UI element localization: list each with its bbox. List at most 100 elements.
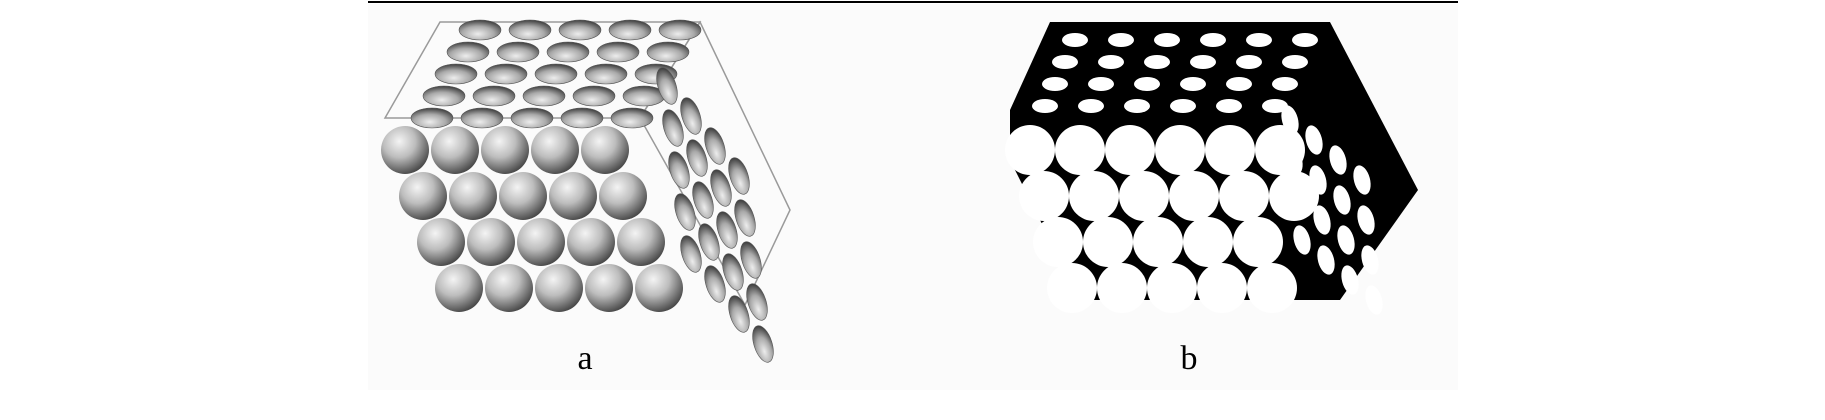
front-circle xyxy=(1183,217,1233,267)
front-circle xyxy=(1005,125,1055,175)
top-hole xyxy=(1180,77,1206,91)
side-hole xyxy=(1365,285,1383,315)
side-cap xyxy=(674,193,696,231)
side-cap xyxy=(698,223,720,261)
front-circle xyxy=(1269,171,1319,221)
top-hole xyxy=(1124,99,1150,113)
top-hole xyxy=(1272,77,1298,91)
top-hole xyxy=(1098,55,1124,69)
top-cap xyxy=(410,107,454,129)
front-circle xyxy=(1247,263,1297,313)
side-hole xyxy=(1333,185,1351,215)
top-cap xyxy=(458,19,502,41)
top-cap xyxy=(658,19,702,41)
top-hole xyxy=(1200,33,1226,47)
side-hole xyxy=(1337,225,1355,255)
top-cap xyxy=(472,85,516,107)
front-circle xyxy=(1205,125,1255,175)
side-cap xyxy=(728,157,750,195)
front-circle xyxy=(1105,125,1155,175)
side-cap xyxy=(704,265,726,303)
front-circle xyxy=(1233,217,1283,267)
side-hole xyxy=(1293,225,1311,255)
top-hole xyxy=(1226,77,1252,91)
top-hole xyxy=(1032,99,1058,113)
top-cap xyxy=(496,41,540,63)
side-hole xyxy=(1341,265,1359,295)
side-cap xyxy=(686,139,708,177)
panel-b-silhouette-packing xyxy=(1005,22,1418,315)
front-sphere xyxy=(567,218,615,266)
front-circle xyxy=(1119,171,1169,221)
side-cap xyxy=(680,97,702,135)
top-hole xyxy=(1052,55,1078,69)
top-cap xyxy=(460,107,504,129)
top-hole xyxy=(1262,99,1288,113)
front-circle xyxy=(1197,263,1247,313)
top-hole xyxy=(1216,99,1242,113)
top-hole xyxy=(1190,55,1216,69)
side-hole xyxy=(1313,205,1331,235)
top-hole xyxy=(1144,55,1170,69)
panel-a-caption: a xyxy=(577,340,593,377)
top-hole xyxy=(1088,77,1114,91)
side-cap xyxy=(668,151,690,189)
top-cap xyxy=(610,107,654,129)
side-hole xyxy=(1353,165,1371,195)
side-cap xyxy=(704,127,726,165)
side-cap xyxy=(710,169,732,207)
top-cap xyxy=(522,85,566,107)
front-sphere xyxy=(435,264,483,312)
front-circle xyxy=(1147,263,1197,313)
top-cap xyxy=(558,19,602,41)
side-cap xyxy=(662,109,684,147)
front-sphere xyxy=(499,172,547,220)
top-hole xyxy=(1062,33,1088,47)
front-circle xyxy=(1169,171,1219,221)
top-cap xyxy=(608,19,652,41)
top-cap xyxy=(422,85,466,107)
front-sphere xyxy=(635,264,683,312)
top-hole xyxy=(1236,55,1262,69)
top-cap xyxy=(560,107,604,129)
side-cap xyxy=(746,283,768,321)
front-circle xyxy=(1255,125,1305,175)
front-sphere xyxy=(517,218,565,266)
front-circle xyxy=(1055,125,1105,175)
front-circle xyxy=(1019,171,1069,221)
front-circle xyxy=(1083,217,1133,267)
top-cap xyxy=(446,41,490,63)
top-cap xyxy=(584,63,628,85)
front-circle xyxy=(1155,125,1205,175)
front-sphere xyxy=(617,218,665,266)
front-sphere xyxy=(581,126,629,174)
side-cap xyxy=(692,181,714,219)
front-circle xyxy=(1033,217,1083,267)
front-sphere xyxy=(399,172,447,220)
top-hole xyxy=(1282,55,1308,69)
side-cap xyxy=(734,199,756,237)
top-cap xyxy=(572,85,616,107)
top-cap xyxy=(596,41,640,63)
front-sphere xyxy=(381,126,429,174)
front-sphere xyxy=(449,172,497,220)
top-cap xyxy=(434,63,478,85)
top-hole xyxy=(1134,77,1160,91)
front-sphere xyxy=(467,218,515,266)
front-sphere xyxy=(485,264,533,312)
side-cap xyxy=(716,211,738,249)
side-hole xyxy=(1329,145,1347,175)
panel-a-shaded-sphere-packing xyxy=(381,19,791,363)
front-sphere xyxy=(431,126,479,174)
side-hole xyxy=(1361,245,1379,275)
top-cap xyxy=(484,63,528,85)
top-cap xyxy=(646,41,690,63)
front-sphere xyxy=(417,218,465,266)
side-cap xyxy=(752,325,774,363)
top-hole xyxy=(1292,33,1318,47)
side-cap xyxy=(680,235,702,273)
side-hole xyxy=(1317,245,1335,275)
front-circle xyxy=(1047,263,1097,313)
top-hole xyxy=(1246,33,1272,47)
